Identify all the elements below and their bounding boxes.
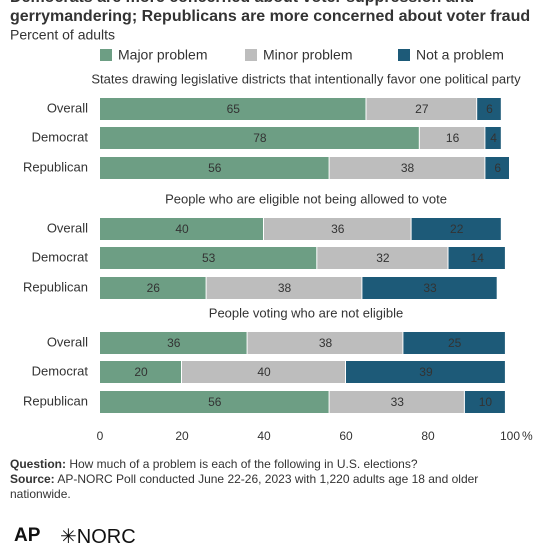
logo-star: ✳ <box>60 526 77 548</box>
category-label: Democrat <box>32 129 89 144</box>
category-label: Republican <box>23 159 88 174</box>
value-label: 78 <box>253 131 267 145</box>
bar-segment <box>100 98 366 120</box>
title-line: gerrymandering; Republicans are more con… <box>10 8 530 25</box>
value-label: 4 <box>490 131 497 145</box>
bar-segment <box>485 157 509 179</box>
x-tick-label: 100 <box>500 429 520 443</box>
x-tick-label: 60 <box>339 429 353 443</box>
value-label: 56 <box>208 395 222 409</box>
legend-swatch <box>245 49 257 61</box>
value-label: 36 <box>331 222 345 236</box>
norc-logo: ✳NORC <box>60 524 136 549</box>
bar-segment <box>329 391 464 413</box>
x-unit: % <box>522 429 533 443</box>
value-label: 27 <box>415 102 429 116</box>
question-text: How much of a problem is each of the fol… <box>69 457 418 471</box>
bar-segment <box>100 391 329 413</box>
bar-segment <box>362 277 497 299</box>
source-label: Source: <box>10 472 55 486</box>
category-label: Overall <box>47 334 88 349</box>
value-label: 53 <box>202 251 216 265</box>
panel-title: People voting who are not eligible <box>209 305 403 320</box>
value-label: 39 <box>419 365 433 379</box>
legend-label: Minor problem <box>263 47 352 63</box>
x-tick-label: 20 <box>175 429 189 443</box>
bar-segment <box>317 247 448 269</box>
title-line: Democrats are more concerned about voter… <box>10 0 474 6</box>
chart-title: Democrats are more concerned about voter… <box>10 0 530 25</box>
chart-subtitle: Percent of adults <box>10 27 115 43</box>
value-label: 33 <box>423 281 437 295</box>
bar-segment <box>100 332 247 354</box>
bar-segment <box>419 127 485 149</box>
bar-segment <box>100 218 263 240</box>
source-text: AP-NORC Poll conducted June 22-26, 2023 … <box>10 472 479 501</box>
value-label: 56 <box>208 161 222 175</box>
bar-segment <box>403 332 505 354</box>
bar-segment <box>477 98 501 120</box>
bar-segment <box>346 361 505 383</box>
value-label: 40 <box>175 222 189 236</box>
value-label: 10 <box>479 395 493 409</box>
bar-segment <box>100 247 317 269</box>
legend-swatch <box>100 49 112 61</box>
value-label: 36 <box>167 336 181 350</box>
ap-logo: AP <box>14 525 41 546</box>
source-note: Source: AP-NORC Poll conducted June 22-2… <box>10 472 530 502</box>
value-label: 65 <box>227 102 241 116</box>
category-label: Overall <box>47 220 88 235</box>
category-label: Democrat <box>32 363 89 378</box>
category-label: Republican <box>23 279 88 294</box>
panel-title: States drawing legislative districts tha… <box>91 71 521 86</box>
value-label: 22 <box>450 222 464 236</box>
x-tick-label: 40 <box>257 429 271 443</box>
value-label: 33 <box>391 395 405 409</box>
legend-label: Not a problem <box>416 47 504 63</box>
value-label: 26 <box>147 281 161 295</box>
bar-segment <box>206 277 362 299</box>
panel-title: People who are eligible not being allowe… <box>165 191 447 206</box>
category-label: Democrat <box>32 249 89 264</box>
bar-segment <box>464 391 505 413</box>
bar-segment <box>182 361 345 383</box>
value-label: 25 <box>448 336 462 350</box>
value-label: 38 <box>278 281 292 295</box>
value-label: 6 <box>494 161 501 175</box>
value-label: 38 <box>401 161 415 175</box>
bar-segment <box>448 247 505 269</box>
category-label: Overall <box>47 100 88 115</box>
bar-segment <box>264 218 411 240</box>
bar-segment <box>411 218 501 240</box>
value-label: 32 <box>376 251 390 265</box>
norc-logo-text: NORC <box>76 526 136 548</box>
category-label: Republican <box>23 393 88 408</box>
value-label: 20 <box>134 365 148 379</box>
value-label: 38 <box>319 336 333 350</box>
x-tick-label: 80 <box>421 429 435 443</box>
bar-segment <box>100 157 329 179</box>
bar-segment <box>485 127 501 149</box>
x-tick-label: 0 <box>97 429 104 443</box>
bar-segment <box>100 277 206 299</box>
value-label: 6 <box>486 102 493 116</box>
bar-segment <box>247 332 403 354</box>
bar-segment <box>100 361 181 383</box>
value-label: 16 <box>446 131 460 145</box>
legend-label: Major problem <box>118 47 207 63</box>
bar-segment <box>366 98 477 120</box>
question-note: Question: How much of a problem is each … <box>10 457 530 472</box>
legend-swatch <box>398 49 410 61</box>
bar-segment <box>100 127 419 149</box>
question-label: Question: <box>10 457 66 471</box>
value-label: 14 <box>471 251 485 265</box>
bar-segment <box>329 157 485 179</box>
value-label: 40 <box>257 365 271 379</box>
